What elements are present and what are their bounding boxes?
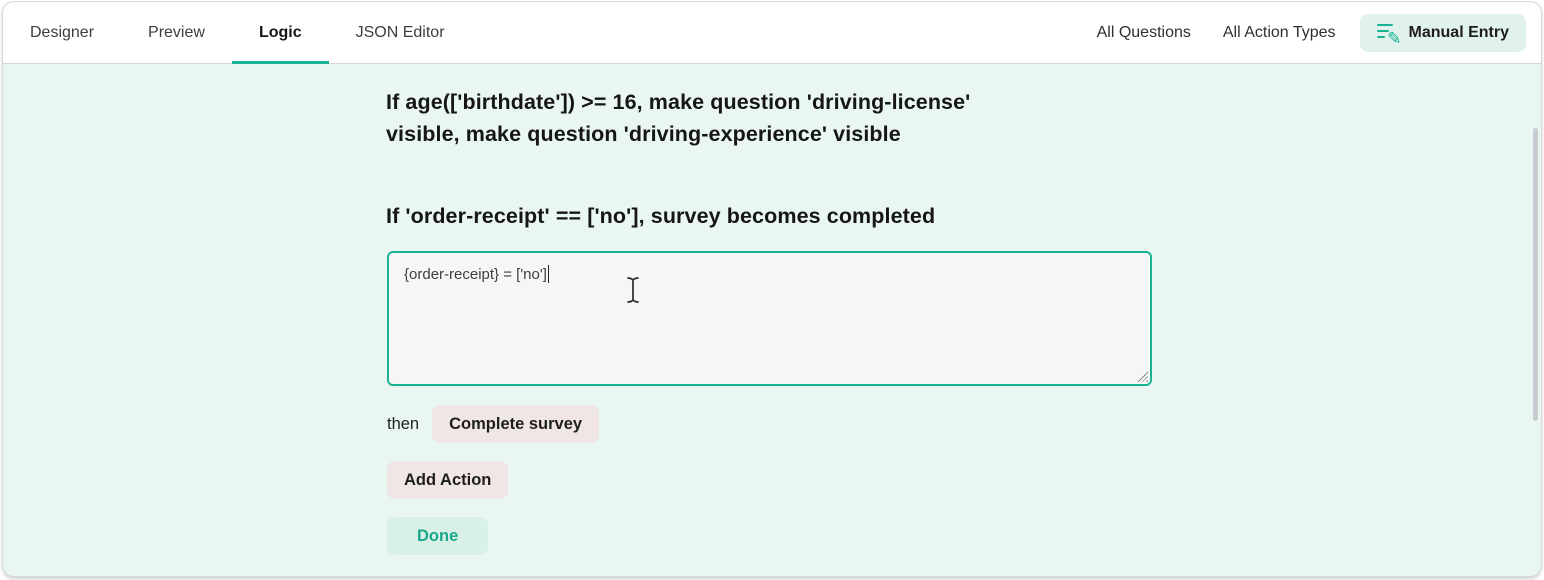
then-action-row: then Complete survey	[387, 405, 600, 443]
all-action-types-button[interactable]: All Action Types	[1207, 24, 1352, 42]
expression-textarea[interactable]: {order-receipt} = ['no']	[387, 251, 1152, 386]
logic-panel: If age(['birthdate']) >= 16, make questi…	[3, 64, 1541, 576]
tab-designer[interactable]: Designer	[30, 23, 95, 41]
view-tabs: Designer Preview Logic JSON Editor	[3, 2, 472, 64]
rule1-line-1: If age(['birthdate']) >= 16, make questi…	[386, 90, 971, 114]
then-label: then	[387, 414, 420, 433]
add-action-button[interactable]: Add Action	[387, 461, 509, 499]
expression-value: {order-receipt} = ['no']	[404, 266, 547, 283]
done-button[interactable]: Done	[387, 517, 489, 555]
manual-entry-button[interactable]: ✎ Manual Entry	[1359, 13, 1526, 52]
logic-rule-title-2[interactable]: If 'order-receipt' == ['no'], survey bec…	[386, 204, 936, 228]
top-tab-bar: Designer Preview Logic JSON Editor All Q…	[3, 2, 1541, 64]
text-caret	[547, 265, 550, 283]
tab-json-editor[interactable]: JSON Editor	[355, 23, 445, 41]
textarea-resize-handle[interactable]	[1137, 371, 1148, 382]
manual-entry-label: Manual Entry	[1408, 23, 1509, 41]
fast-entry-pencil-icon: ✎	[1376, 22, 1402, 47]
rule1-line-2: visible, make question 'driving-experien…	[386, 122, 901, 146]
logic-toolbar: All Questions All Action Types ✎ Manual …	[1081, 2, 1541, 63]
logic-rule-title-1[interactable]: If age(['birthdate']) >= 16, make questi…	[386, 86, 1086, 150]
all-questions-button[interactable]: All Questions	[1081, 24, 1207, 42]
complete-survey-action-button[interactable]: Complete survey	[432, 405, 600, 443]
tab-logic[interactable]: Logic	[231, 2, 329, 64]
tab-preview[interactable]: Preview	[148, 23, 205, 41]
vertical-scrollbar-thumb[interactable]	[1533, 128, 1538, 421]
